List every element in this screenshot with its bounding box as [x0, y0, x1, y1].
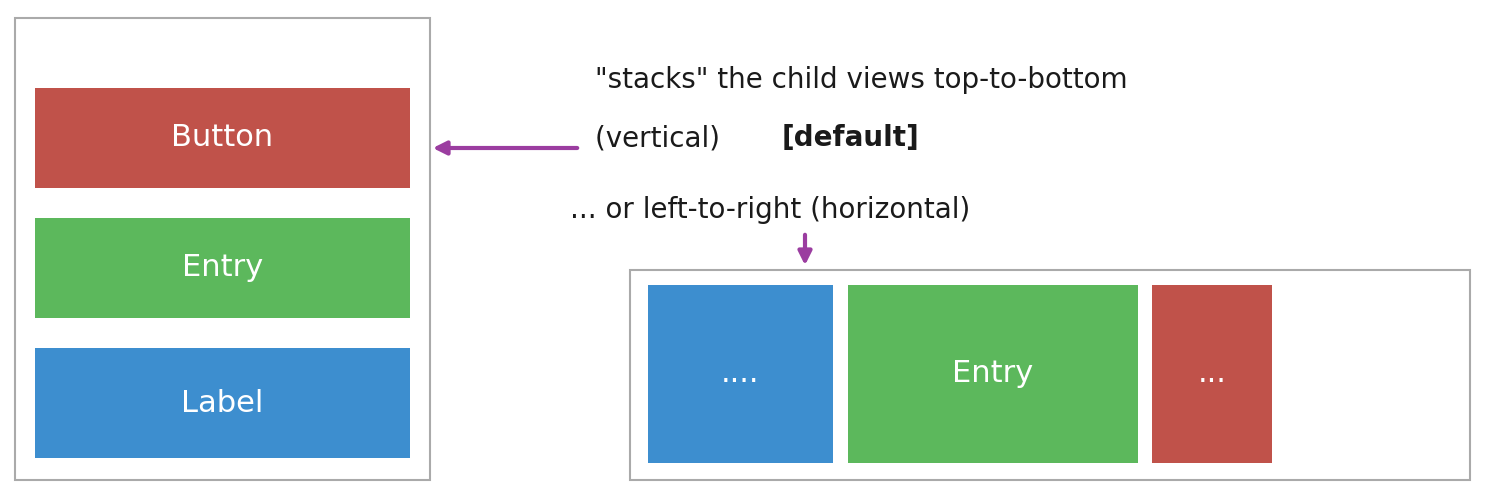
Text: Label: Label — [181, 388, 264, 417]
Text: Entry: Entry — [182, 253, 263, 282]
FancyBboxPatch shape — [34, 348, 411, 458]
FancyBboxPatch shape — [648, 285, 833, 463]
Text: (vertical): (vertical) — [596, 124, 729, 152]
Text: [default]: [default] — [782, 124, 920, 152]
FancyBboxPatch shape — [34, 218, 411, 318]
Text: Button: Button — [172, 124, 273, 152]
Text: ....: .... — [721, 360, 760, 388]
Text: ... or left-to-right (horizontal): ... or left-to-right (horizontal) — [570, 196, 970, 224]
FancyBboxPatch shape — [34, 88, 411, 188]
FancyBboxPatch shape — [848, 285, 1138, 463]
Text: "stacks" the child views top-to-bottom: "stacks" the child views top-to-bottom — [596, 66, 1127, 94]
Text: Entry: Entry — [953, 360, 1033, 388]
FancyBboxPatch shape — [1153, 285, 1272, 463]
Text: ...: ... — [1197, 360, 1226, 388]
